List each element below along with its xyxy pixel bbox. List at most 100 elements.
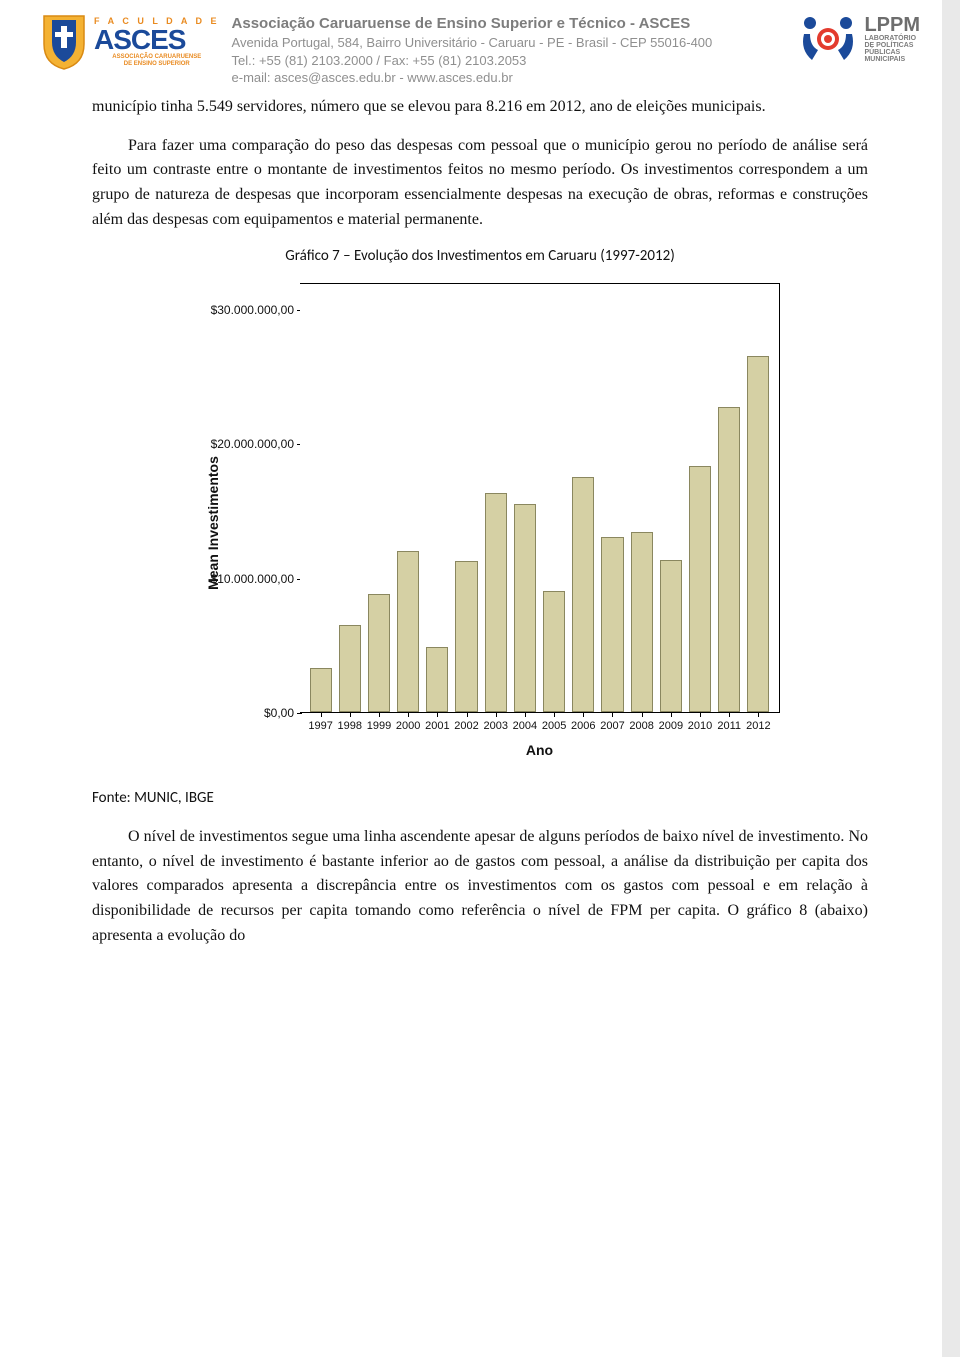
chart-xtick-label: 2012	[746, 720, 770, 732]
bar-slot: 2010	[685, 284, 714, 712]
chart-xtick-mark	[437, 712, 438, 717]
chart-xtick-label: 1998	[338, 720, 362, 732]
chart-bar	[455, 561, 477, 712]
chart-bar	[572, 477, 594, 712]
chart-bar	[368, 594, 390, 712]
bar-slot: 2003	[481, 284, 510, 712]
chart-xtick-mark	[525, 712, 526, 717]
chart-xtick-label: 2007	[600, 720, 624, 732]
lppm-text: LPPM LABORATÓRIO DE POLÍTICAS PÚBLICAS M…	[864, 15, 920, 63]
bar-slot: 2007	[598, 284, 627, 712]
bar-slot: 2012	[744, 284, 773, 712]
chart-bar	[514, 504, 536, 712]
chart-xtick-label: 2002	[454, 720, 478, 732]
chart-bar	[660, 560, 682, 712]
chart-xlabel: Ano	[526, 742, 553, 758]
bar-slot: 1998	[335, 284, 364, 712]
logo-lppm: LPPM LABORATÓRIO DE POLÍTICAS PÚBLICAS M…	[798, 14, 920, 64]
chart-bar	[397, 551, 419, 712]
chart-bar	[631, 532, 653, 712]
chart-xtick-mark	[496, 712, 497, 717]
bar-slot: 2005	[540, 284, 569, 712]
chart-title: Gráfico 7 – Evolução dos Investimentos e…	[92, 247, 868, 265]
chart-xtick-mark	[612, 712, 613, 717]
chart-xtick-mark	[321, 712, 322, 717]
chart-ytick: $20.000.000,00	[211, 437, 294, 451]
logo-asces: F A C U L D A D E ASCES ASSOCIAÇÃO CARUA…	[40, 14, 220, 70]
chart-xtick-label: 1997	[308, 720, 332, 732]
bar-slot: 1997	[306, 284, 335, 712]
bar-slot: 2011	[715, 284, 744, 712]
bar-slot: 2002	[452, 284, 481, 712]
chart-yticks: $0,00$10.000.000,00$20.000.000,00$30.000…	[184, 283, 294, 713]
chart-xtick-mark	[671, 712, 672, 717]
chart-bar	[689, 466, 711, 712]
chart-xtick-mark	[467, 712, 468, 717]
bar-slot: 2008	[627, 284, 656, 712]
chart-xtick-label: 2001	[425, 720, 449, 732]
bar-slot: 2006	[569, 284, 598, 712]
letterhead-info: Associação Caruaruense de Ensino Superio…	[232, 14, 787, 87]
chart-xtick-label: 2003	[483, 720, 507, 732]
content: município tinha 5.549 servidores, número…	[0, 95, 960, 949]
asces-text: F A C U L D A D E ASCES ASSOCIAÇÃO CARUA…	[94, 17, 220, 67]
org-title: Associação Caruaruense de Ensino Superio…	[232, 14, 787, 34]
chart-xtick-label: 2004	[513, 720, 537, 732]
page-margin-stripe	[942, 0, 960, 1357]
chart-xtick-mark	[408, 712, 409, 717]
bar-slot: 2004	[510, 284, 539, 712]
asces-sub2: DE ENSINO SUPERIOR	[94, 61, 220, 68]
chart-xtick-label: 2005	[542, 720, 566, 732]
paragraph-2: Para fazer uma comparação do peso das de…	[92, 134, 868, 233]
chart-bar	[747, 356, 769, 712]
lppm-title: LPPM	[864, 15, 920, 35]
chart: Mean Investimentos $0,00$10.000.000,00$2…	[92, 283, 868, 763]
chart-xtick-mark	[700, 712, 701, 717]
bar-slot: 2001	[423, 284, 452, 712]
chart-xtick-mark	[729, 712, 730, 717]
lppm-icon	[798, 14, 858, 64]
chart-bar	[718, 407, 740, 712]
lppm-sub4: MUNICIPAIS	[864, 56, 920, 63]
org-address: Avenida Portugal, 584, Bairro Universitá…	[232, 34, 787, 52]
chart-bar	[485, 493, 507, 712]
lppm-sub1: LABORATÓRIO	[864, 35, 920, 42]
chart-bar	[339, 625, 361, 712]
paragraph-1: município tinha 5.549 servidores, número…	[92, 95, 868, 120]
lppm-sub3: PÚBLICAS	[864, 49, 920, 56]
chart-xtick-label: 2000	[396, 720, 420, 732]
chart-xtick-label: 1999	[367, 720, 391, 732]
shield-icon	[40, 14, 88, 70]
paragraph-3: O nível de investimentos segue uma linha…	[92, 825, 868, 949]
chart-plot: 1997199819992000200120022003200420052006…	[300, 283, 780, 713]
bar-slot: 2000	[394, 284, 423, 712]
chart-source: Fonte: MUNIC, IBGE	[92, 789, 868, 807]
chart-bar	[310, 668, 332, 712]
chart-xtick-mark	[758, 712, 759, 717]
chart-bar	[426, 647, 448, 712]
page: F A C U L D A D E ASCES ASSOCIAÇÃO CARUA…	[0, 0, 960, 1357]
lppm-sub2: DE POLÍTICAS	[864, 42, 920, 49]
chart-bar	[601, 537, 623, 712]
asces-name: ASCES	[94, 26, 220, 54]
org-phone: Tel.: +55 (81) 2103.2000 / Fax: +55 (81)…	[232, 52, 787, 70]
chart-ytick: $0,00	[264, 706, 294, 720]
asces-sub1: ASSOCIAÇÃO CARUARUENSE	[94, 54, 220, 61]
chart-xtick-mark	[554, 712, 555, 717]
chart-xtick-mark	[350, 712, 351, 717]
chart-xtick-label: 2010	[688, 720, 712, 732]
chart-bar	[543, 591, 565, 712]
bar-slot: 1999	[364, 284, 393, 712]
chart-shell: Mean Investimentos $0,00$10.000.000,00$2…	[160, 283, 800, 763]
bar-slot: 2009	[656, 284, 685, 712]
chart-xtick-label: 2011	[717, 720, 741, 732]
chart-ytick: $10.000.000,00	[211, 572, 294, 586]
chart-bars: 1997199819992000200120022003200420052006…	[300, 284, 779, 712]
chart-xtick-mark	[583, 712, 584, 717]
letterhead: F A C U L D A D E ASCES ASSOCIAÇÃO CARUA…	[0, 0, 960, 95]
chart-xtick-label: 2006	[571, 720, 595, 732]
chart-xtick-label: 2009	[659, 720, 683, 732]
chart-xtick-mark	[642, 712, 643, 717]
chart-ytick: $30.000.000,00	[211, 303, 294, 317]
chart-xtick-mark	[379, 712, 380, 717]
